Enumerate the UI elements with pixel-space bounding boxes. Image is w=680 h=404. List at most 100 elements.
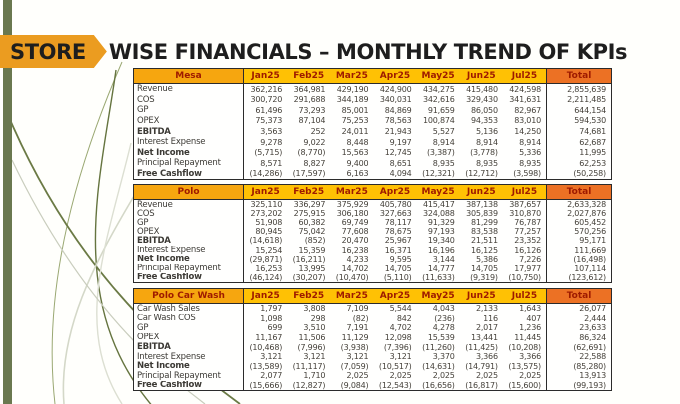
cell-value: 342,616 xyxy=(423,95,455,105)
cell-value: 429,190 xyxy=(336,84,369,94)
row-label: Free Cashflow xyxy=(134,380,244,391)
cell-value: (14,618) xyxy=(249,236,283,246)
cell-value: 75,042 xyxy=(298,227,326,237)
cell-value: 364,981 xyxy=(293,84,326,94)
row-label: OPEX xyxy=(134,115,244,127)
cell-value: 12,745 xyxy=(384,148,412,158)
cell-value: (3,387) xyxy=(426,148,455,158)
cell-value: 15,539 xyxy=(427,332,455,342)
table-name-header: Mesa xyxy=(134,69,244,83)
cell-value: 1,797 xyxy=(260,304,283,314)
cell-value: 7,109 xyxy=(346,304,369,314)
title-banner-arrow: STORE xyxy=(0,35,107,68)
table-polo-car-wash: Polo Car Wash Jan25 Feb25 Mar25 Apr25 May25 Ju… xyxy=(133,288,612,391)
cell-value: 424,900 xyxy=(379,84,412,94)
cell-value: 9,400 xyxy=(346,158,369,168)
column-header: Mar25 xyxy=(330,185,374,199)
cell-value: (8,770) xyxy=(297,148,326,158)
cell-value: 6,163 xyxy=(346,169,369,179)
cell-value: 699 xyxy=(267,323,283,333)
cell-value: 306,180 xyxy=(336,209,369,219)
cell-value: 9,197 xyxy=(389,137,412,147)
table-header-row: Polo Car Wash Jan25 Feb25 Mar25 Apr25 May25 Ju… xyxy=(134,289,611,304)
row-label: COS xyxy=(134,209,244,219)
cell-total: 23,633 xyxy=(545,323,611,333)
cell-value: 375,929 xyxy=(336,200,369,210)
table-row: EBITDA 3,563 252 24,011 21,943 5,527 5,136 14,2… xyxy=(134,126,611,137)
cell-value: 298 xyxy=(310,313,326,323)
cell-value: (3,778) xyxy=(470,148,498,158)
table-row: OPEX 75,373 87,104 75,253 78,563 100,874 94,35… xyxy=(134,115,611,127)
cell-value: 305,839 xyxy=(466,209,498,219)
cell-total: 2,211,485 xyxy=(545,94,611,106)
cell-total: 26,077 xyxy=(545,304,611,314)
cell-value: 91,659 xyxy=(427,105,455,115)
cell-value: 341,631 xyxy=(509,95,541,105)
cell-total: 107,114 xyxy=(545,263,611,273)
table-row: Car Wash Sales 1,797 3,808 7,109 5,544 4,043 2… xyxy=(134,304,611,314)
cell-value: 415,417 xyxy=(423,200,455,210)
cell-value: 2,025 xyxy=(519,371,541,381)
cell-value: 424,598 xyxy=(509,84,541,94)
table-row: OPEX 80,945 75,042 77,608 78,675 97,193 83,538… xyxy=(134,227,611,237)
cell-value: (10,468) xyxy=(249,342,283,352)
row-label: Principal Repayment xyxy=(134,263,244,273)
cell-value: 8,914 xyxy=(519,137,541,147)
cell-total: 111,669 xyxy=(545,245,611,255)
cell-value: 11,167 xyxy=(255,332,283,342)
cell-value: 97,193 xyxy=(427,227,455,237)
cell-value: 78,563 xyxy=(384,116,412,126)
table-row: Net Income (5,715) (8,770) 15,563 12,745 (3,3… xyxy=(134,147,611,158)
cell-total: 2,855,639 xyxy=(545,84,611,95)
cell-value: 9,278 xyxy=(260,137,283,147)
total-header: Total xyxy=(545,69,611,83)
cell-value: 5,527 xyxy=(432,127,455,137)
cell-value: 16,371 xyxy=(384,245,412,255)
cell-value: 8,448 xyxy=(346,137,369,147)
column-header: Feb25 xyxy=(287,289,331,303)
cell-value: 82,967 xyxy=(514,105,541,115)
cell-value: 21,511 xyxy=(471,236,498,246)
cell-value: 329,430 xyxy=(466,95,498,105)
cell-value: 3,121 xyxy=(303,352,326,362)
cell-value: (10,750) xyxy=(508,272,541,282)
cell-value: 81,299 xyxy=(471,218,498,228)
row-label: COS xyxy=(134,94,244,106)
cell-value: (236) xyxy=(434,313,455,323)
cell-value: 434,275 xyxy=(423,84,455,94)
cell-value: 85,001 xyxy=(341,105,369,115)
column-header: Jul25 xyxy=(502,69,546,83)
cell-value: 387,657 xyxy=(509,200,541,210)
cell-value: 3,510 xyxy=(303,323,326,333)
cell-value: (852) xyxy=(304,236,326,246)
cell-value: (7,396) xyxy=(383,342,412,352)
cell-value: 842 xyxy=(396,313,412,323)
cell-value: 3,121 xyxy=(346,352,369,362)
cell-value: 77,257 xyxy=(514,227,541,237)
row-label: GP xyxy=(134,323,244,333)
table-header-row: Mesa Jan25 Feb25 Mar25 Apr25 May25 Jun25 Jul25 T… xyxy=(134,69,611,84)
title-highlight: STORE xyxy=(10,39,86,64)
cell-total: 2,027,876 xyxy=(545,209,611,219)
cell-value: 14,702 xyxy=(341,263,369,273)
table-header-row: Polo Jan25 Feb25 Mar25 Apr25 May25 Jun25 Jul25 T… xyxy=(134,185,611,200)
table-row: COS 273,202 275,915 306,180 327,663 324,088 30… xyxy=(134,209,611,219)
cell-value: 16,238 xyxy=(341,245,369,255)
cell-total: (16,498) xyxy=(545,254,611,264)
table-row: COS 300,720 291,688 344,189 340,031 342,616 32… xyxy=(134,94,611,106)
cell-value: 1,236 xyxy=(519,323,541,333)
cell-total: 605,452 xyxy=(545,218,611,228)
cell-value: 116 xyxy=(483,313,498,323)
cell-value: 8,651 xyxy=(389,158,412,168)
row-label: Principal Repayment xyxy=(134,157,244,169)
table-row: OPEX 11,167 11,506 11,129 12,098 15,539 13,441… xyxy=(134,332,611,343)
cell-value: 3,808 xyxy=(303,304,326,314)
cell-value: 60,382 xyxy=(298,218,326,228)
cell-value: 21,943 xyxy=(384,127,412,137)
row-label: Free Cashflow xyxy=(134,168,244,180)
cell-value: (11,260) xyxy=(422,342,455,352)
cell-value: (9,319) xyxy=(470,272,498,282)
row-label: EBITDA xyxy=(134,126,244,137)
